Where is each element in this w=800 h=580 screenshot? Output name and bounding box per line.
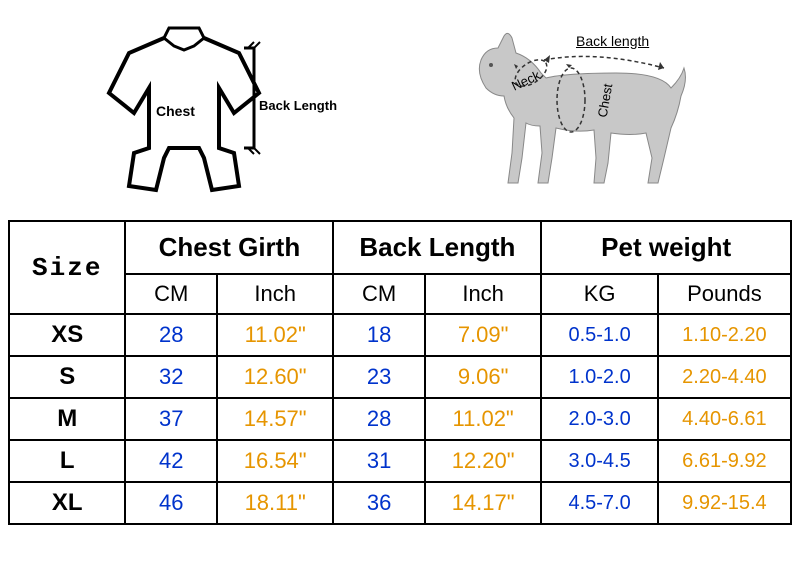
shirt-chest-label: Chest <box>156 103 195 119</box>
table-row: M3714.57"2811.02"2.0-3.04.40-6.61 <box>9 398 791 440</box>
table-row: XL4618.11"3614.17"4.5-7.09.92-15.4 <box>9 482 791 524</box>
back-inch-cell: 7.09" <box>425 314 541 356</box>
size-chart-table: Size Chest Girth Back Length Pet weight … <box>8 220 792 525</box>
kg-cell: 4.5-7.0 <box>541 482 657 524</box>
shirt-diagram: Chest Back Length <box>84 18 284 203</box>
sub-header-row: CM Inch CM Inch KG Pounds <box>9 274 791 314</box>
pet-weight-header: Pet weight <box>541 221 791 274</box>
chest-inch-cell: 16.54" <box>217 440 333 482</box>
lb-cell: 9.92-15.4 <box>658 482 791 524</box>
chest-cm-cell: 32 <box>125 356 217 398</box>
chest-cm-cell: 37 <box>125 398 217 440</box>
back-cm-cell: 18 <box>333 314 425 356</box>
size-cell: XS <box>9 314 125 356</box>
table-row: S3212.60"239.06"1.0-2.02.20-4.40 <box>9 356 791 398</box>
chest-cm-header: CM <box>125 274 217 314</box>
kg-cell: 0.5-1.0 <box>541 314 657 356</box>
back-cm-cell: 36 <box>333 482 425 524</box>
back-cm-header: CM <box>333 274 425 314</box>
back-length-header: Back Length <box>333 221 541 274</box>
kg-header: KG <box>541 274 657 314</box>
diagrams-row: Chest Back Length Back length Neck Chest <box>8 10 792 210</box>
kg-cell: 1.0-2.0 <box>541 356 657 398</box>
back-cm-cell: 28 <box>333 398 425 440</box>
chest-inch-cell: 14.57" <box>217 398 333 440</box>
header-row: Size Chest Girth Back Length Pet weight <box>9 221 791 274</box>
size-cell: M <box>9 398 125 440</box>
size-cell: L <box>9 440 125 482</box>
back-inch-cell: 9.06" <box>425 356 541 398</box>
back-inch-cell: 11.02" <box>425 398 541 440</box>
pounds-header: Pounds <box>658 274 791 314</box>
chest-inch-cell: 11.02" <box>217 314 333 356</box>
shirt-back-length-label: Back Length <box>259 98 337 113</box>
back-inch-cell: 12.20" <box>425 440 541 482</box>
kg-cell: 2.0-3.0 <box>541 398 657 440</box>
lb-cell: 6.61-9.92 <box>658 440 791 482</box>
lb-cell: 1.10-2.20 <box>658 314 791 356</box>
chest-inch-cell: 12.60" <box>217 356 333 398</box>
lb-cell: 2.20-4.40 <box>658 356 791 398</box>
chest-inch-cell: 18.11" <box>217 482 333 524</box>
size-header: Size <box>9 221 125 314</box>
back-inch-header: Inch <box>425 274 541 314</box>
back-cm-cell: 23 <box>333 356 425 398</box>
chest-cm-cell: 28 <box>125 314 217 356</box>
size-cell: S <box>9 356 125 398</box>
back-cm-cell: 31 <box>333 440 425 482</box>
chest-inch-header: Inch <box>217 274 333 314</box>
table-row: XS2811.02"187.09"0.5-1.01.10-2.20 <box>9 314 791 356</box>
dog-back-length-label: Back length <box>576 33 649 49</box>
lb-cell: 4.40-6.61 <box>658 398 791 440</box>
size-cell: XL <box>9 482 125 524</box>
kg-cell: 3.0-4.5 <box>541 440 657 482</box>
chest-cm-cell: 42 <box>125 440 217 482</box>
chest-girth-header: Chest Girth <box>125 221 333 274</box>
back-inch-cell: 14.17" <box>425 482 541 524</box>
table-row: L4216.54"3112.20"3.0-4.56.61-9.92 <box>9 440 791 482</box>
chest-cm-cell: 46 <box>125 482 217 524</box>
dog-diagram: Back length Neck Chest <box>436 18 716 203</box>
